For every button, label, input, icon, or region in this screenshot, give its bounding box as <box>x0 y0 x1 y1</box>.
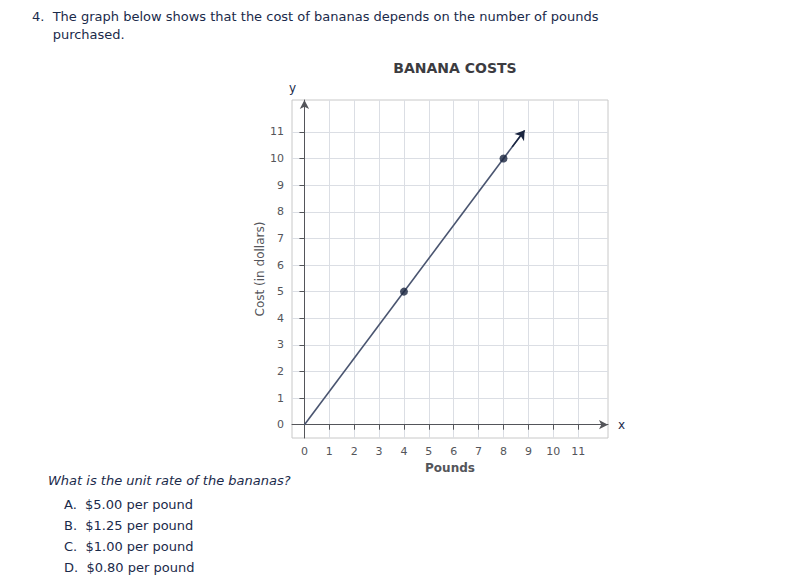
svg-text:What is the unit rate of the b: What is the unit rate of the bananas? <box>48 473 291 488</box>
svg-text:BANANA COSTS: BANANA COSTS <box>393 60 516 76</box>
svg-text:1: 1 <box>277 392 284 405</box>
svg-text:A. $5.00 per pound: A. $5.00 per pound <box>64 497 193 512</box>
svg-text:C. $1.00 per pound: C. $1.00 per pound <box>64 539 194 554</box>
svg-text:7: 7 <box>475 445 482 458</box>
svg-text:3: 3 <box>277 338 284 351</box>
svg-text:6: 6 <box>450 445 457 458</box>
svg-text:4: 4 <box>277 312 284 325</box>
svg-text:9: 9 <box>525 445 532 458</box>
svg-text:Cost (in dollars): Cost (in dollars) <box>253 222 267 317</box>
svg-text:4: 4 <box>400 445 407 458</box>
svg-text:B. $1.25 per pound: B. $1.25 per pound <box>64 518 193 533</box>
svg-text:2: 2 <box>277 365 284 378</box>
svg-text:10: 10 <box>546 445 560 458</box>
svg-text:2: 2 <box>351 445 358 458</box>
svg-text:5: 5 <box>425 445 432 458</box>
svg-text:0: 0 <box>301 445 308 458</box>
svg-text:D. $0.80 per pound: D. $0.80 per pound <box>64 560 194 575</box>
svg-text:1: 1 <box>326 445 333 458</box>
svg-text:5: 5 <box>277 285 284 298</box>
svg-text:y: y <box>289 81 296 95</box>
svg-text:11: 11 <box>270 125 284 138</box>
svg-text:3: 3 <box>376 445 383 458</box>
svg-text:purchased.: purchased. <box>32 27 125 42</box>
svg-text:4. The graph below shows that: 4. The graph below shows that the cost o… <box>32 9 599 24</box>
svg-text:7: 7 <box>277 232 284 245</box>
svg-text:10: 10 <box>270 152 284 165</box>
svg-text:11: 11 <box>571 445 585 458</box>
svg-text:8: 8 <box>277 205 284 218</box>
svg-text:8: 8 <box>500 445 507 458</box>
svg-text:Pounds: Pounds <box>425 461 475 475</box>
svg-text:x: x <box>618 418 625 432</box>
svg-text:9: 9 <box>277 179 284 192</box>
svg-text:6: 6 <box>277 259 284 272</box>
svg-text:0: 0 <box>277 418 284 431</box>
